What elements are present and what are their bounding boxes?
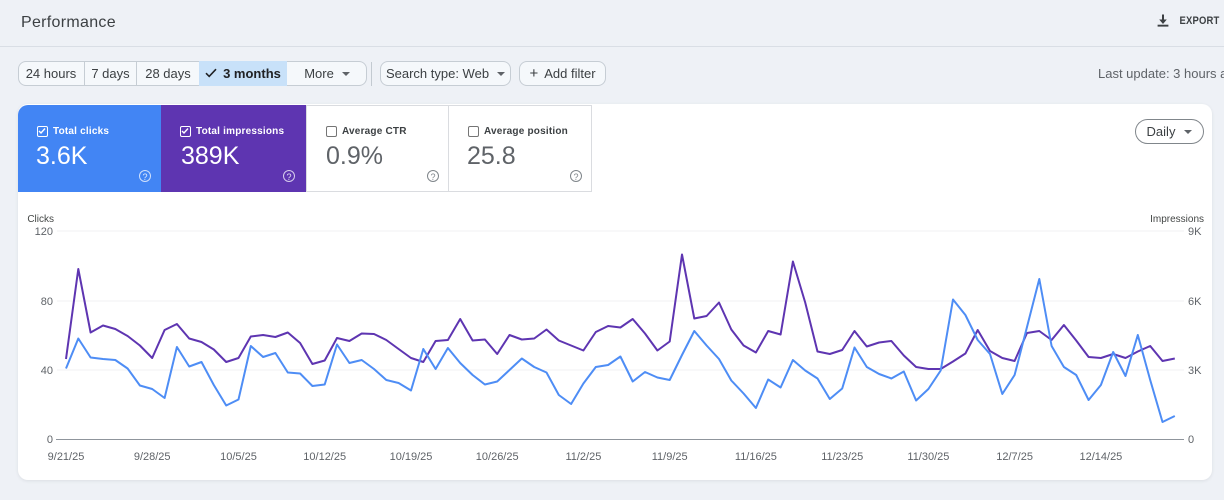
svg-text:9/28/25: 9/28/25 [134,451,171,463]
svg-text:11/2/25: 11/2/25 [565,451,601,463]
svg-text:10/26/25: 10/26/25 [476,451,519,463]
svg-text:11/23/25: 11/23/25 [821,451,863,463]
svg-text:80: 80 [41,296,53,308]
svg-text:10/19/25: 10/19/25 [390,451,433,463]
svg-text:120: 120 [35,226,53,238]
svg-text:11/30/25: 11/30/25 [907,451,949,463]
svg-text:12/7/25: 12/7/25 [996,451,1033,463]
svg-text:10/12/25: 10/12/25 [303,451,346,463]
svg-text:0: 0 [1188,434,1194,446]
svg-text:6K: 6K [1188,296,1202,308]
svg-text:9/21/25: 9/21/25 [48,451,85,463]
svg-text:11/9/25: 11/9/25 [652,451,688,463]
svg-text:Impressions: Impressions [1150,214,1204,225]
svg-text:9K: 9K [1188,226,1202,238]
svg-text:0: 0 [47,434,53,446]
svg-text:12/14/25: 12/14/25 [1079,451,1122,463]
svg-text:3K: 3K [1188,365,1202,377]
svg-text:Clicks: Clicks [27,214,54,225]
svg-text:11/16/25: 11/16/25 [735,451,777,463]
svg-text:40: 40 [41,365,53,377]
svg-text:10/5/25: 10/5/25 [220,451,257,463]
